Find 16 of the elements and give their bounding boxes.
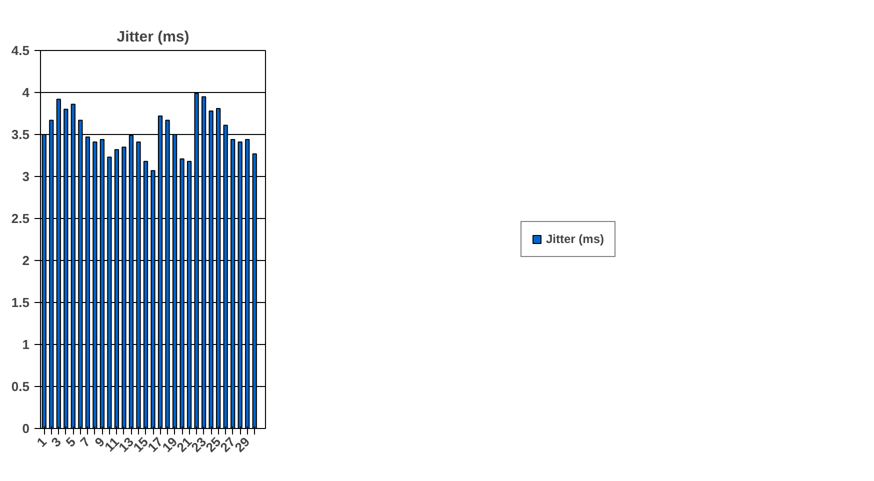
chart-title: Jitter (ms): [116, 28, 190, 46]
x-tick-label: 3: [48, 434, 64, 450]
y-tick-label: 2.5: [11, 211, 30, 226]
y-tick-label: 2: [22, 253, 30, 268]
x-tick-label: 1: [34, 434, 50, 450]
y-tick-label: 0: [22, 421, 30, 436]
y-tick-label: 1: [22, 337, 30, 352]
x-tick-label: 5: [62, 434, 78, 450]
y-tick-label: 1.5: [11, 295, 30, 310]
legend-label: Jitter (ms): [546, 232, 604, 246]
y-tick-label: 4.5: [11, 43, 30, 58]
x-tick-label: 7: [77, 434, 93, 450]
y-tick-label: 3: [22, 169, 30, 184]
y-tick-label: 3.5: [11, 127, 30, 142]
y-tick-label: 4: [22, 85, 30, 100]
y-tick-label: 0.5: [11, 379, 30, 394]
